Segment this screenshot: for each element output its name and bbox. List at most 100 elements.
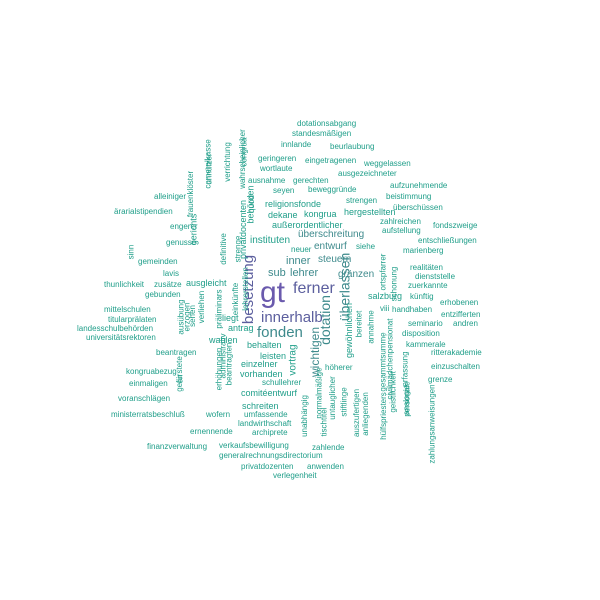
word: entzifferten — [441, 310, 481, 319]
word: aufstellung — [382, 226, 421, 235]
word: wahlen — [209, 335, 238, 345]
word: gerechten — [293, 176, 329, 185]
word: privatdozenten — [241, 462, 294, 471]
word: untauglicher — [327, 376, 337, 420]
word: mittelschulen — [104, 305, 151, 314]
word: eingetragenen — [305, 156, 357, 165]
word: siehe — [356, 242, 376, 251]
word: neuer — [291, 245, 312, 254]
word: antrag — [228, 323, 254, 333]
word: disposition — [402, 329, 440, 338]
word: entwurf — [314, 241, 347, 252]
word: kammerale — [406, 340, 446, 349]
word: civilmädchenpensionat — [385, 318, 395, 400]
word: kongruabezug — [126, 367, 177, 376]
word: behalten — [247, 340, 282, 350]
word: realitäten — [410, 263, 443, 272]
word: leisten — [260, 351, 287, 361]
word: religionsfonde — [265, 199, 322, 209]
word: comitéentwurf — [241, 388, 298, 398]
word: höherer — [325, 363, 353, 372]
word: salzburg — [368, 291, 403, 301]
word: schreiten — [242, 401, 279, 411]
word: dekane — [268, 210, 298, 220]
word: beweggründe — [308, 185, 357, 194]
word: voranschlägen — [118, 394, 171, 403]
word: wofern — [206, 410, 231, 419]
word: marienberg — [403, 246, 444, 255]
word: strengen — [346, 196, 378, 205]
word: seyen — [273, 186, 295, 195]
word: wortlaute — [260, 164, 293, 173]
word: zahlende — [312, 443, 345, 452]
word: seminario — [408, 319, 443, 328]
word: zuerkannte — [408, 281, 448, 290]
word: alleiniger — [154, 192, 187, 201]
word: gewöhnlichen — [344, 302, 355, 359]
word: kongrua — [304, 209, 337, 219]
word: beistimmung — [386, 192, 432, 201]
word: fondszweige — [433, 221, 478, 230]
word: zusätze — [154, 280, 182, 289]
word: ortspfarrer — [378, 253, 388, 291]
word: ausnahme — [248, 176, 286, 185]
word: innerhalb — [261, 309, 323, 326]
word: gerichts — [188, 213, 199, 246]
word: frauenklöster — [186, 170, 196, 218]
word: einmaligen — [129, 379, 168, 388]
word: aufzunehmende — [390, 181, 448, 190]
word: ausgezeichneter — [338, 169, 397, 178]
word: einzelner — [241, 359, 278, 369]
word: entschließungen — [418, 236, 477, 245]
word: gt — [260, 276, 286, 309]
word: universitätsrektoren — [86, 333, 156, 342]
word: beurlaubung — [330, 142, 375, 151]
word: anliegenden — [360, 392, 370, 436]
word: erhobenen — [440, 298, 479, 307]
word: ausgleicht — [186, 278, 227, 288]
word: einkünfte — [231, 282, 241, 316]
word: zahlreichen — [380, 217, 421, 226]
word: verkaufsbewilligung — [219, 441, 289, 450]
word: innlande — [281, 140, 312, 149]
word: engerer — [170, 222, 198, 231]
word: hergestellten — [344, 207, 396, 217]
word: tischtitel — [319, 407, 329, 437]
word: landesschulbehörden — [77, 324, 154, 333]
word: beantragten — [224, 342, 234, 386]
word: ministerratsbeschluß — [111, 410, 185, 419]
word: ferner — [293, 280, 335, 297]
word: bereitet — [354, 310, 364, 338]
word: dotationsabgang — [297, 119, 357, 128]
word: congrua — [239, 137, 249, 167]
word: titularprälaten — [108, 315, 157, 324]
word: erhöhungen — [214, 347, 224, 391]
word: verliehen — [197, 290, 207, 324]
word: überschreitung — [298, 229, 365, 240]
word: vorhanden — [240, 369, 283, 379]
word: künftig — [410, 292, 434, 301]
word: archiprete — [252, 428, 288, 437]
word: unnützer — [204, 153, 214, 185]
word: weggelassen — [364, 159, 411, 168]
word: beantragen — [156, 348, 197, 357]
word: inner — [286, 255, 311, 267]
word: dienststelle — [415, 272, 456, 281]
word: en — [175, 374, 185, 384]
word: thunlichkeit — [104, 280, 145, 289]
word: ernennende — [190, 427, 233, 436]
word: grenze — [428, 375, 453, 384]
word: generalrechnungsdirectorium — [219, 451, 323, 460]
word: standesmäßigen — [292, 129, 352, 138]
word: sub — [268, 267, 286, 279]
word: verrichtung — [222, 142, 232, 182]
word: unabhängig — [299, 395, 309, 437]
word: finanzverwaltung — [147, 442, 208, 451]
word: viii — [380, 304, 390, 313]
word: strenge — [233, 235, 243, 263]
word: ärarialstipendien — [114, 207, 173, 216]
word: lavis — [163, 269, 180, 278]
word: lehrerstellen — [240, 267, 250, 311]
word: zahlungsanweisungen — [427, 384, 437, 464]
